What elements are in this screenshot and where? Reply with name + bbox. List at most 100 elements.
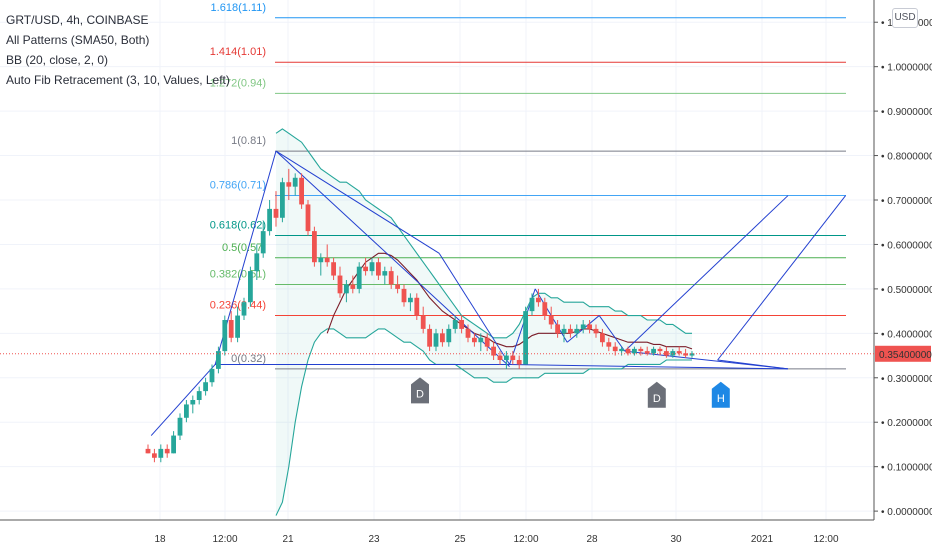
candle-body bbox=[190, 400, 196, 405]
fib-label: 0.786(0.71) bbox=[210, 180, 266, 192]
candle-body bbox=[388, 271, 394, 285]
candle-body bbox=[625, 348, 631, 354]
candle-body bbox=[516, 360, 522, 365]
fib-label: 0(0.32) bbox=[231, 353, 266, 365]
candle-body bbox=[369, 262, 375, 272]
candle-body bbox=[587, 324, 592, 329]
candle-body bbox=[209, 368, 215, 383]
x-tick-label: 12:00 bbox=[813, 534, 838, 545]
candle-body bbox=[408, 297, 413, 303]
candle-body bbox=[536, 297, 541, 303]
candle-body bbox=[331, 262, 336, 276]
candle-body bbox=[337, 275, 343, 294]
candle-body bbox=[612, 346, 618, 352]
candle-body bbox=[478, 337, 484, 343]
candle-body bbox=[158, 448, 164, 458]
candle-body bbox=[548, 315, 554, 325]
candle-body bbox=[356, 266, 362, 289]
candle-body bbox=[324, 257, 330, 263]
y-tick-label: • 0.40000000 bbox=[881, 329, 932, 340]
fib-label: 1.272(0.94) bbox=[210, 77, 266, 89]
y-tick-label: • 0.10000000 bbox=[881, 463, 932, 474]
candle-body bbox=[510, 355, 516, 360]
candle-body bbox=[254, 253, 260, 272]
candle-body bbox=[267, 208, 272, 232]
candle-body bbox=[689, 353, 695, 356]
candle-body bbox=[318, 257, 324, 263]
candle-body bbox=[216, 351, 221, 369]
candle-body bbox=[600, 333, 605, 343]
legend-indicator-bb[interactable]: BB (20, close, 2, 0) bbox=[6, 53, 109, 67]
candle-body bbox=[657, 348, 663, 352]
candle-body bbox=[286, 182, 292, 187]
pattern-badge-label: D bbox=[653, 393, 661, 405]
pattern-line bbox=[150, 364, 216, 436]
y-tick-label: • 0.90000000 bbox=[881, 107, 932, 118]
candle-body bbox=[638, 348, 644, 352]
currency-button[interactable]: USD bbox=[892, 8, 918, 28]
candle-body bbox=[683, 353, 688, 356]
candle-body bbox=[529, 297, 535, 312]
candle-body bbox=[440, 333, 445, 343]
x-tick-label: 2021 bbox=[751, 534, 774, 545]
candle-body bbox=[555, 324, 560, 334]
last-price-box bbox=[875, 345, 931, 362]
candle-body bbox=[228, 320, 234, 338]
y-tick-label: • 0.20000000 bbox=[881, 418, 932, 429]
candle-body bbox=[382, 271, 388, 276]
candle-body bbox=[484, 337, 490, 347]
pattern-line bbox=[598, 315, 626, 352]
pattern-line bbox=[717, 359, 789, 370]
candle-body bbox=[491, 346, 496, 356]
candle-body bbox=[273, 208, 279, 218]
y-tick-label: • 0.50000000 bbox=[881, 285, 932, 296]
candle-body bbox=[241, 302, 247, 316]
legend-indicator-patterns[interactable]: All Patterns (SMA50, Both) bbox=[6, 33, 150, 47]
candle-body bbox=[452, 320, 458, 329]
candle-body bbox=[676, 351, 682, 354]
x-tick-label: 21 bbox=[282, 534, 294, 545]
candle-body bbox=[350, 284, 356, 289]
candle-body bbox=[164, 448, 170, 454]
candle-body bbox=[580, 324, 586, 329]
y-tick-label: • 1.00000000 bbox=[881, 63, 932, 74]
pattern-line bbox=[275, 150, 510, 368]
fib-label: 1.618(1.11) bbox=[211, 2, 266, 14]
candle-body bbox=[644, 351, 650, 354]
candle-body bbox=[203, 382, 208, 392]
candle-body bbox=[363, 266, 368, 272]
bb-upper-band bbox=[275, 128, 692, 339]
legend: GRT/USD, 4h, COINBASE All Patterns (SMA5… bbox=[6, 10, 230, 90]
candle-body bbox=[401, 288, 407, 303]
candle-body bbox=[619, 348, 624, 352]
fib-label: 0.618(0.62) bbox=[210, 220, 266, 232]
candle-body bbox=[344, 284, 349, 294]
pattern-badge-label: D bbox=[416, 388, 424, 400]
fib-label: 0.236(0.44) bbox=[210, 300, 266, 312]
candle-body bbox=[651, 348, 656, 354]
candle-body bbox=[395, 284, 400, 289]
pattern-lines bbox=[150, 150, 846, 436]
candle-body bbox=[606, 342, 612, 347]
last-price-label: 0.35400000 bbox=[879, 350, 932, 361]
candle-body bbox=[523, 311, 528, 365]
candle-body bbox=[177, 417, 183, 436]
x-tick-label: 12:00 bbox=[513, 534, 538, 545]
pattern-badge-d bbox=[411, 377, 429, 404]
candle-body bbox=[433, 333, 439, 347]
bollinger-area bbox=[276, 128, 692, 516]
candle-body bbox=[184, 404, 189, 418]
y-tick-label: • 0.70000000 bbox=[881, 196, 932, 207]
x-tick-label: 25 bbox=[454, 534, 466, 545]
candle-body bbox=[446, 328, 452, 343]
candle-body bbox=[542, 302, 548, 316]
candle-body bbox=[459, 320, 464, 329]
candle-body bbox=[235, 315, 240, 338]
legend-symbol[interactable]: GRT/USD, 4h, COINBASE bbox=[6, 13, 149, 27]
legend-indicator-fib[interactable]: Auto Fib Retracement (3, 10, Values, Lef… bbox=[6, 73, 230, 87]
x-tick-label: 18 bbox=[154, 534, 166, 545]
candle-body bbox=[171, 435, 176, 454]
candle-body bbox=[632, 348, 637, 354]
